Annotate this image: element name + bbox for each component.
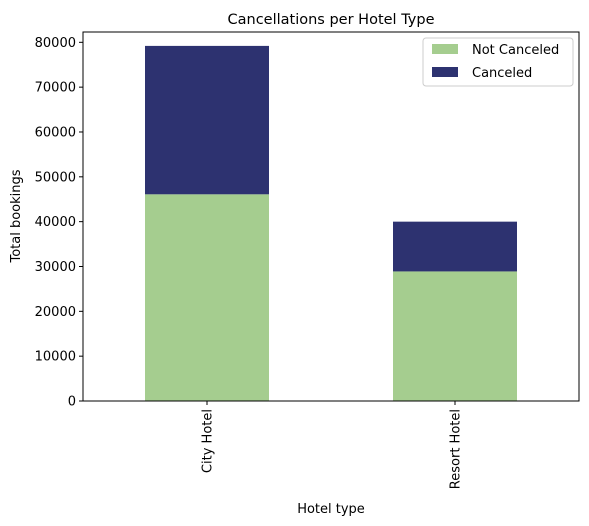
y-tick-label: 10000 (35, 350, 76, 365)
y-tick-label: 0 (68, 395, 76, 410)
x-axis-label: Hotel type (297, 502, 365, 517)
y-tick-label: 30000 (35, 260, 76, 275)
x-tick-label-resort-hotel: Resort Hotel (449, 409, 464, 489)
bar-resort-hotel-not-canceled (393, 271, 517, 401)
legend-swatch-canceled (432, 67, 458, 77)
legend-frame (422, 37, 574, 87)
y-tick-label: 40000 (35, 215, 76, 230)
plot-frame (82, 31, 580, 402)
y-tick-label: 60000 (35, 125, 76, 140)
legend-label-not-canceled: Not Canceled (472, 43, 559, 58)
bars-group (145, 45, 517, 401)
chart-title: Cancellations per Hotel Type (228, 12, 435, 28)
y-axis-label: Total bookings (9, 169, 24, 263)
bar-city-hotel-canceled (145, 45, 269, 195)
legend-label-canceled: Canceled (472, 66, 532, 81)
bar-city-hotel-not-canceled (145, 194, 269, 401)
y-tick-label: 70000 (35, 81, 76, 96)
y-tick-label: 20000 (35, 305, 76, 320)
y-tick-label: 50000 (35, 170, 76, 185)
bar-resort-hotel-canceled (393, 221, 517, 272)
x-axis: City Hotel Resort Hotel (201, 401, 464, 489)
y-tick-label: 80000 (35, 36, 76, 51)
legend: Not Canceled Canceled (422, 37, 574, 87)
y-axis: 0 10000 20000 30000 40000 50000 60000 70000 8000… (35, 36, 83, 410)
x-tick-label-city-hotel: City Hotel (201, 409, 216, 473)
legend-swatch-not-canceled (432, 44, 458, 54)
